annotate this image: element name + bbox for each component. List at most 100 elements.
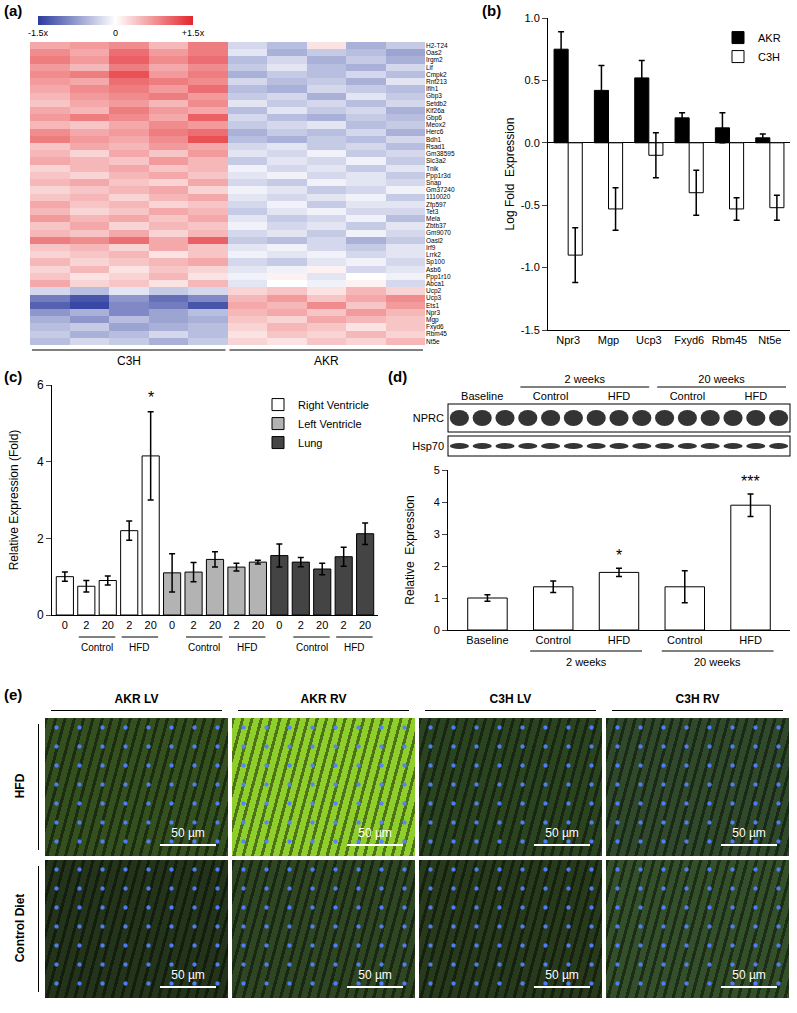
svg-text:Mela: Mela [426,215,440,222]
svg-text:HFD: HFD [739,634,762,646]
svg-text:Rsad1: Rsad1 [426,143,445,150]
svg-text:Cmpk2: Cmpk2 [426,71,447,79]
svg-text:Gm38595: Gm38595 [426,150,455,157]
svg-text:Npr3: Npr3 [426,309,440,317]
svg-text:Oasl2: Oasl2 [426,237,443,244]
svg-text:Setdb2: Setdb2 [426,100,447,107]
svg-text:HFD: HFD [608,634,631,646]
svg-text:Ppp1r3d: Ppp1r3d [426,172,451,180]
svg-text:20: 20 [316,619,328,631]
svg-text:Ucp3: Ucp3 [636,334,662,346]
svg-text:Left Ventricle: Left Ventricle [298,418,362,430]
svg-text:20 weeks: 20 weeks [694,656,741,668]
svg-text:2: 2 [190,619,196,631]
svg-text:0.0: 0.0 [525,137,540,149]
svg-text:Rbm45: Rbm45 [712,334,747,346]
svg-text:NPRC: NPRC [413,412,444,424]
svg-text:Kif26a: Kif26a [426,107,445,114]
svg-text:2: 2 [126,619,132,631]
svg-text:-0.5: -0.5 [521,199,540,211]
svg-text:0: 0 [169,619,175,631]
svg-text:1110020: 1110020 [426,193,451,200]
svg-text:Ets1: Ets1 [426,302,439,309]
svg-text:Gm37240: Gm37240 [426,186,455,193]
svg-text:5: 5 [434,464,440,476]
svg-text:HFD: HFD [744,390,767,402]
svg-text:Lif: Lif [426,64,433,71]
svg-text:Mgp: Mgp [426,316,439,324]
svg-text:Tet3: Tet3 [426,208,439,215]
svg-text:Irf9: Irf9 [426,244,436,251]
svg-text:Log Fold Expression: Log Fold Expression [503,118,517,231]
svg-text:0: 0 [62,619,68,631]
svg-text:*: * [148,389,154,406]
svg-text:20: 20 [252,619,264,631]
svg-text:20 weeks: 20 weeks [698,373,745,385]
svg-text:3: 3 [434,528,440,540]
svg-text:*: * [616,547,622,564]
svg-text:0: 0 [276,619,282,631]
svg-text:Mgp: Mgp [598,334,619,346]
svg-text:H2-T24: H2-T24 [426,42,448,49]
svg-text:0: 0 [37,608,44,622]
svg-text:Zfp597: Zfp597 [426,201,447,209]
svg-text:Nt5e: Nt5e [426,338,440,345]
svg-text:HFD: HFD [237,642,258,653]
svg-text:-1.5: -1.5 [521,324,540,336]
svg-text:0: 0 [113,28,118,38]
svg-text:Irgm2: Irgm2 [426,56,443,64]
svg-text:6: 6 [37,378,44,392]
svg-text:Asb6: Asb6 [426,266,441,273]
svg-text:0.5: 0.5 [525,74,540,86]
svg-text:1: 1 [434,592,440,604]
svg-text:Herc6: Herc6 [426,128,444,135]
svg-text:Hsp70: Hsp70 [412,440,444,452]
svg-text:Meox2: Meox2 [426,121,446,128]
svg-text:Oas2: Oas2 [426,49,442,56]
svg-text:Abca1: Abca1 [426,280,445,287]
svg-text:Control: Control [188,642,220,653]
svg-text:Control: Control [296,642,328,653]
svg-text:2: 2 [37,532,44,546]
svg-text:Sp100: Sp100 [426,258,445,266]
svg-text:Gbp3: Gbp3 [426,92,442,100]
svg-text:Npr3: Npr3 [556,334,580,346]
svg-text:2 weeks: 2 weeks [566,656,607,668]
svg-text:AKR: AKR [314,354,339,368]
svg-text:2: 2 [298,619,304,631]
svg-text:Ifih1: Ifih1 [426,85,439,92]
svg-text:Lung: Lung [298,437,322,449]
svg-text:Right Ventricle: Right Ventricle [298,399,369,411]
svg-text:Tnik: Tnik [426,165,439,172]
svg-text:C3H: C3H [758,51,780,63]
svg-text:1.0: 1.0 [525,12,540,24]
svg-text:Control: Control [667,634,702,646]
svg-text:Rnf213: Rnf213 [426,78,447,85]
svg-text:Nt5e: Nt5e [758,334,781,346]
svg-text:Baseline: Baseline [466,634,508,646]
svg-text:Snap: Snap [426,179,442,187]
svg-text:Zbtb37: Zbtb37 [426,222,447,229]
svg-text:Gbp6: Gbp6 [426,114,442,122]
svg-text:0: 0 [434,624,440,636]
svg-text:4: 4 [434,496,440,508]
svg-text:Control: Control [81,642,113,653]
svg-text:20: 20 [209,619,221,631]
svg-text:20: 20 [359,619,371,631]
svg-text:HFD: HFD [344,642,365,653]
svg-text:2 weeks: 2 weeks [565,373,606,385]
svg-text:Ucp3: Ucp3 [426,294,442,302]
svg-text:2: 2 [434,560,440,572]
svg-text:Bdh1: Bdh1 [426,136,442,143]
svg-text:Ucp2: Ucp2 [426,287,442,295]
svg-text:HFD: HFD [129,642,150,653]
svg-text:Ppp1r10: Ppp1r10 [426,273,451,281]
svg-text:Control: Control [670,390,705,402]
svg-text:-1.5x: -1.5x [28,28,49,38]
svg-text:AKR: AKR [758,32,781,44]
svg-text:2: 2 [341,619,347,631]
svg-text:20: 20 [102,619,114,631]
svg-text:Relative Expression (Fold): Relative Expression (Fold) [7,430,21,571]
svg-text:Rbm45: Rbm45 [426,330,447,337]
svg-text:Control: Control [533,390,568,402]
